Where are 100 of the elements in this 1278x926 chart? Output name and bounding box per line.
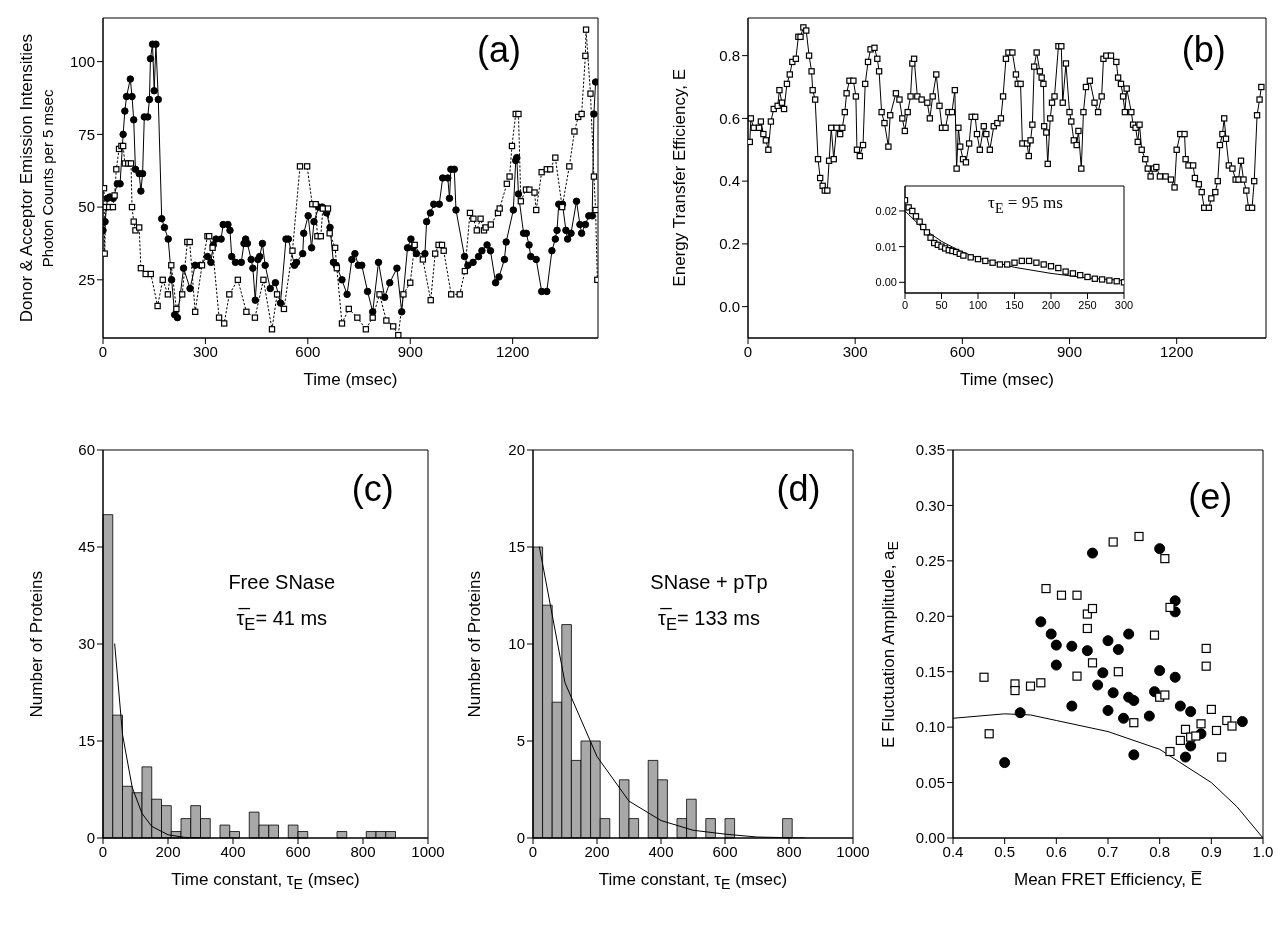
point: [923, 229, 931, 236]
y-tick-label: 50: [78, 198, 95, 216]
point: [1050, 659, 1062, 671]
y-tick-label: 0.00: [915, 829, 945, 847]
point: [1066, 700, 1078, 712]
point: [1128, 695, 1140, 707]
y-tick-label: 0.0: [719, 297, 740, 315]
y-tick-label: 15: [508, 538, 525, 556]
point: [1072, 590, 1082, 600]
point: [1112, 644, 1124, 656]
point: [1047, 263, 1055, 270]
x-tick-label: 0.6: [1045, 842, 1067, 860]
y-tick-label: 0.10: [915, 718, 945, 736]
point: [1201, 643, 1211, 654]
y-tick-label: 0.25: [915, 552, 945, 570]
y-tick-label: 10: [508, 635, 525, 653]
y-tick-label: 75: [78, 125, 95, 143]
point: [916, 218, 923, 225]
point: [1185, 706, 1197, 718]
y-tick-label: 15: [78, 732, 95, 750]
y-tick-label: 0.30: [915, 496, 945, 514]
x-tick-label: 250: [1078, 298, 1097, 311]
point: [979, 672, 989, 682]
x-tick-label: 600: [295, 342, 321, 360]
point: [1045, 628, 1057, 640]
y-tick-label: 0.01: [875, 240, 897, 253]
point: [1149, 630, 1160, 640]
x-tick-label: 900: [397, 342, 423, 360]
point: [1035, 616, 1047, 628]
x-tick-label: 300: [192, 342, 218, 360]
x-tick-label: 400: [220, 842, 246, 860]
x-tick-label: 0.9: [1200, 842, 1222, 860]
x-tick-label: 0.7: [1097, 842, 1119, 860]
point: [982, 257, 989, 265]
point: [1134, 531, 1144, 542]
x-tick-label: 0.8: [1149, 842, 1171, 860]
point: [1072, 671, 1082, 681]
point: [1113, 667, 1123, 677]
point: [984, 729, 994, 739]
point: [1180, 751, 1191, 763]
annotation: τ$_{E}$ = 95 ms: [988, 193, 1063, 216]
point: [1102, 635, 1114, 647]
point: [1108, 537, 1118, 547]
x-tick-label: 300: [842, 342, 868, 360]
y-tick-label: 0: [516, 829, 525, 847]
point: [1185, 740, 1197, 752]
annotation: τ̅$_{E}$= 41 ms: [236, 606, 328, 634]
point: [1227, 721, 1237, 731]
x-tick-label: 1200: [495, 342, 530, 360]
annotation: τ̅$_{E}$= 133 ms: [658, 606, 760, 634]
x-axis-title: Time (msec): [960, 370, 1054, 389]
y-tick-label: 100: [69, 52, 95, 70]
point: [1128, 749, 1140, 761]
point: [999, 757, 1011, 769]
point: [1055, 264, 1062, 272]
point: [1102, 705, 1114, 717]
point: [1191, 731, 1201, 741]
point: [1118, 712, 1129, 724]
point: [1211, 725, 1222, 736]
x-tick-label: 600: [949, 342, 975, 360]
y-tick-label: 0.2: [719, 235, 740, 253]
point: [1091, 275, 1098, 282]
point: [1206, 704, 1216, 715]
y-axis-title: Number of Proteins: [27, 570, 46, 718]
x-axis-title: Mean FRET Efficiency, E̅: [1013, 870, 1202, 889]
point: [1025, 681, 1036, 691]
point: [1217, 752, 1227, 762]
annotation: (d): [776, 467, 821, 509]
point: [1143, 710, 1155, 722]
x-tick-label: 1000: [411, 842, 445, 860]
x-tick-label: 0.5: [994, 842, 1016, 860]
y-tick-label: 60: [78, 441, 95, 459]
point: [1196, 719, 1206, 729]
point: [1087, 658, 1098, 668]
point: [1236, 716, 1248, 728]
point: [1011, 259, 1018, 266]
point: [1169, 671, 1181, 683]
annotation: (a): [477, 29, 521, 70]
point: [974, 255, 982, 263]
point: [1113, 278, 1120, 285]
point: [1107, 687, 1119, 699]
point: [1087, 603, 1098, 614]
x-tick-label: 300: [1114, 298, 1134, 311]
annotation: Free SNase: [228, 570, 336, 593]
y-tick-label: 30: [78, 635, 95, 653]
point: [1154, 665, 1166, 677]
x-tick-label: 1200: [1160, 342, 1194, 360]
y-axis-title: Number of Proteins: [464, 570, 484, 718]
y-axis-title: Donor & Acceptor Emission Intensities Photon Counts per 5 msec: [16, 33, 56, 323]
point: [1062, 268, 1069, 275]
point: [1033, 259, 1040, 266]
point: [1098, 276, 1106, 283]
annotation: (e): [1188, 475, 1233, 517]
x-tick-label: 1000: [836, 842, 870, 860]
point: [1123, 628, 1135, 640]
x-tick-label: 0: [743, 342, 753, 360]
y-tick-label: 45: [78, 538, 95, 556]
point: [1004, 261, 1011, 268]
x-tick-label: 800: [350, 842, 376, 860]
point: [1087, 547, 1098, 559]
